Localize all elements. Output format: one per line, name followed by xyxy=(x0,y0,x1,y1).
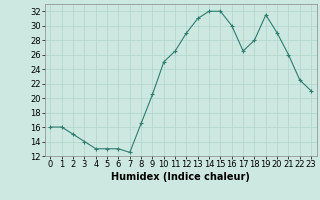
X-axis label: Humidex (Indice chaleur): Humidex (Indice chaleur) xyxy=(111,172,250,182)
